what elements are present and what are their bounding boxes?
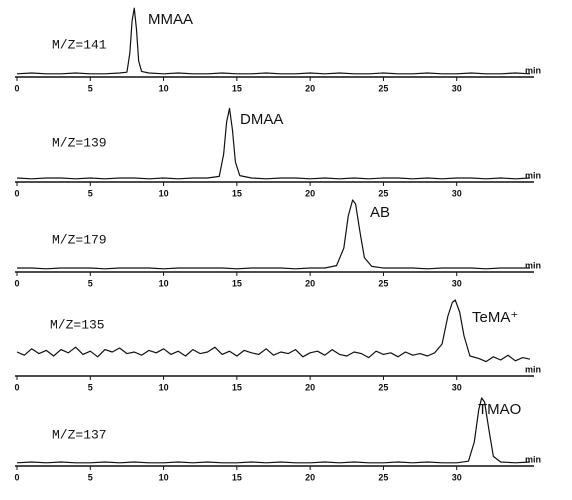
x-tick-label: 15 xyxy=(232,472,242,482)
x-tick-label: 25 xyxy=(378,382,388,392)
x-tick-label: 10 xyxy=(159,188,169,198)
x-tick-label: 25 xyxy=(378,83,388,93)
x-tick-label: 20 xyxy=(305,188,315,198)
x-tick-label: 5 xyxy=(88,472,93,482)
x-axis-unit: min xyxy=(525,260,541,270)
x-tick-label: 0 xyxy=(14,83,19,93)
compound-label: TMAO xyxy=(478,401,521,418)
x-tick-label: 5 xyxy=(88,278,93,288)
x-tick-label: 5 xyxy=(88,382,93,392)
ion-label: M/Z=141 xyxy=(52,37,107,52)
x-tick-label: 30 xyxy=(452,472,462,482)
trace xyxy=(17,199,530,270)
x-tick-label: 30 xyxy=(452,382,462,392)
x-axis-unit: min xyxy=(525,65,541,75)
x-tick-label: 0 xyxy=(14,382,19,392)
compound-label: DMAA xyxy=(240,111,283,128)
x-tick-label: 30 xyxy=(452,188,462,198)
x-tick-label: 20 xyxy=(305,278,315,288)
compound-label: MMAA xyxy=(148,11,193,28)
x-tick-label: 0 xyxy=(14,472,19,482)
x-tick-label: 5 xyxy=(88,188,93,198)
x-tick-label: 25 xyxy=(378,278,388,288)
ion-label: M/Z=135 xyxy=(50,317,105,332)
x-tick-label: 10 xyxy=(159,278,169,288)
x-tick-label: 15 xyxy=(232,188,242,198)
x-tick-label: 15 xyxy=(232,382,242,392)
x-tick-label: 30 xyxy=(452,278,462,288)
trace xyxy=(16,107,531,180)
x-tick-label: 30 xyxy=(452,83,462,93)
trace xyxy=(16,7,531,75)
ion-label: M/Z=137 xyxy=(52,427,107,442)
x-tick-label: 10 xyxy=(159,472,169,482)
x-tick-label: 25 xyxy=(378,188,388,198)
compound-label: TeMA⁺ xyxy=(472,309,518,326)
x-axis-unit: min xyxy=(525,454,541,464)
x-tick-label: 0 xyxy=(14,278,19,288)
x-axis-unit: min xyxy=(525,170,541,180)
x-tick-label: 20 xyxy=(305,472,315,482)
x-tick-label: 10 xyxy=(159,382,169,392)
x-tick-label: 15 xyxy=(232,83,242,93)
x-tick-label: 10 xyxy=(159,83,169,93)
ion-label: M/Z=139 xyxy=(52,135,107,150)
x-tick-label: 20 xyxy=(305,83,315,93)
x-tick-label: 25 xyxy=(378,472,388,482)
trace xyxy=(16,299,531,363)
trace xyxy=(16,397,531,464)
ion-label: M/Z=179 xyxy=(52,232,107,247)
x-tick-label: 0 xyxy=(14,188,19,198)
x-tick-label: 5 xyxy=(88,83,93,93)
x-tick-label: 15 xyxy=(232,278,242,288)
x-axis-unit: min xyxy=(525,364,541,374)
compound-label: AB xyxy=(370,204,390,221)
x-tick-label: 20 xyxy=(305,382,315,392)
